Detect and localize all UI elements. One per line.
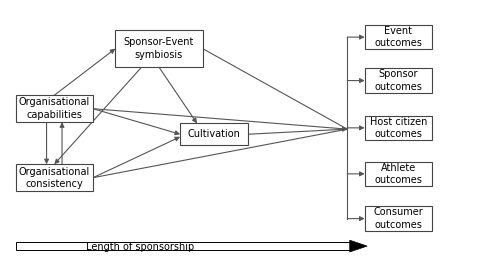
Text: Organisational
capabilities: Organisational capabilities [18,97,90,120]
FancyBboxPatch shape [364,25,432,49]
FancyBboxPatch shape [16,95,93,122]
FancyBboxPatch shape [364,68,432,93]
Text: Event
outcomes: Event outcomes [374,26,422,48]
Text: Consumer
outcomes: Consumer outcomes [374,207,423,230]
Polygon shape [350,240,367,252]
FancyBboxPatch shape [364,206,432,231]
Text: Sponsor
outcomes: Sponsor outcomes [374,69,422,92]
Text: Length of sponsorship: Length of sponsorship [86,242,194,252]
FancyBboxPatch shape [116,30,202,67]
Text: Cultivation: Cultivation [188,129,240,139]
Text: Host citizen
outcomes: Host citizen outcomes [370,117,427,139]
FancyBboxPatch shape [364,162,432,186]
FancyBboxPatch shape [16,242,349,250]
FancyBboxPatch shape [364,116,432,140]
FancyBboxPatch shape [180,123,248,145]
Text: Sponsor-Event
symbiosis: Sponsor-Event symbiosis [124,38,194,60]
FancyBboxPatch shape [16,164,93,191]
Text: Organisational
consistency: Organisational consistency [18,167,90,189]
Text: Athlete
outcomes: Athlete outcomes [374,163,422,185]
